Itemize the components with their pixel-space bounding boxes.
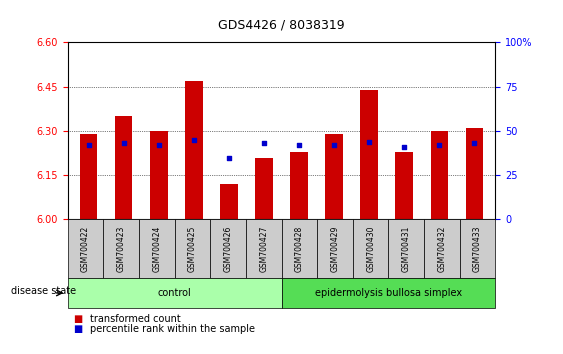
Bar	[291, 152, 308, 219]
Bar	[325, 134, 343, 219]
Text: disease state: disease state	[11, 286, 77, 296]
Bar	[220, 184, 238, 219]
Point	[119, 141, 128, 146]
Text: GSM700422: GSM700422	[81, 225, 90, 272]
Text: GSM700432: GSM700432	[437, 225, 446, 272]
Text: control: control	[158, 288, 191, 298]
Point	[189, 137, 198, 143]
Point	[435, 142, 444, 148]
Bar	[115, 116, 132, 219]
Point	[470, 141, 479, 146]
Text: GSM700426: GSM700426	[224, 225, 233, 272]
Text: GSM700427: GSM700427	[259, 225, 268, 272]
Bar	[395, 152, 413, 219]
Point	[84, 142, 93, 148]
Text: GSM700428: GSM700428	[295, 225, 304, 272]
Bar	[360, 90, 378, 219]
Point	[225, 155, 234, 160]
Bar	[255, 158, 272, 219]
Text: percentile rank within the sample: percentile rank within the sample	[90, 324, 255, 334]
Text: GSM700423: GSM700423	[117, 225, 126, 272]
Text: GSM700425: GSM700425	[188, 225, 197, 272]
Text: epidermolysis bullosa simplex: epidermolysis bullosa simplex	[315, 288, 462, 298]
Bar	[466, 128, 483, 219]
Bar	[185, 81, 203, 219]
Text: GSM700424: GSM700424	[152, 225, 161, 272]
Text: GSM700433: GSM700433	[473, 225, 482, 272]
Bar	[150, 131, 168, 219]
Point	[294, 142, 303, 148]
Text: ■: ■	[73, 324, 82, 334]
Point	[329, 142, 338, 148]
Bar	[431, 131, 448, 219]
Text: GSM700429: GSM700429	[330, 225, 339, 272]
Text: GSM700431: GSM700431	[402, 225, 411, 272]
Point	[400, 144, 409, 150]
Text: GDS4426 / 8038319: GDS4426 / 8038319	[218, 19, 345, 32]
Text: GSM700430: GSM700430	[366, 225, 375, 272]
Point	[365, 139, 374, 144]
Point	[260, 141, 269, 146]
Text: transformed count: transformed count	[90, 314, 181, 324]
Point	[154, 142, 163, 148]
Text: ■: ■	[73, 314, 82, 324]
Bar	[80, 134, 97, 219]
